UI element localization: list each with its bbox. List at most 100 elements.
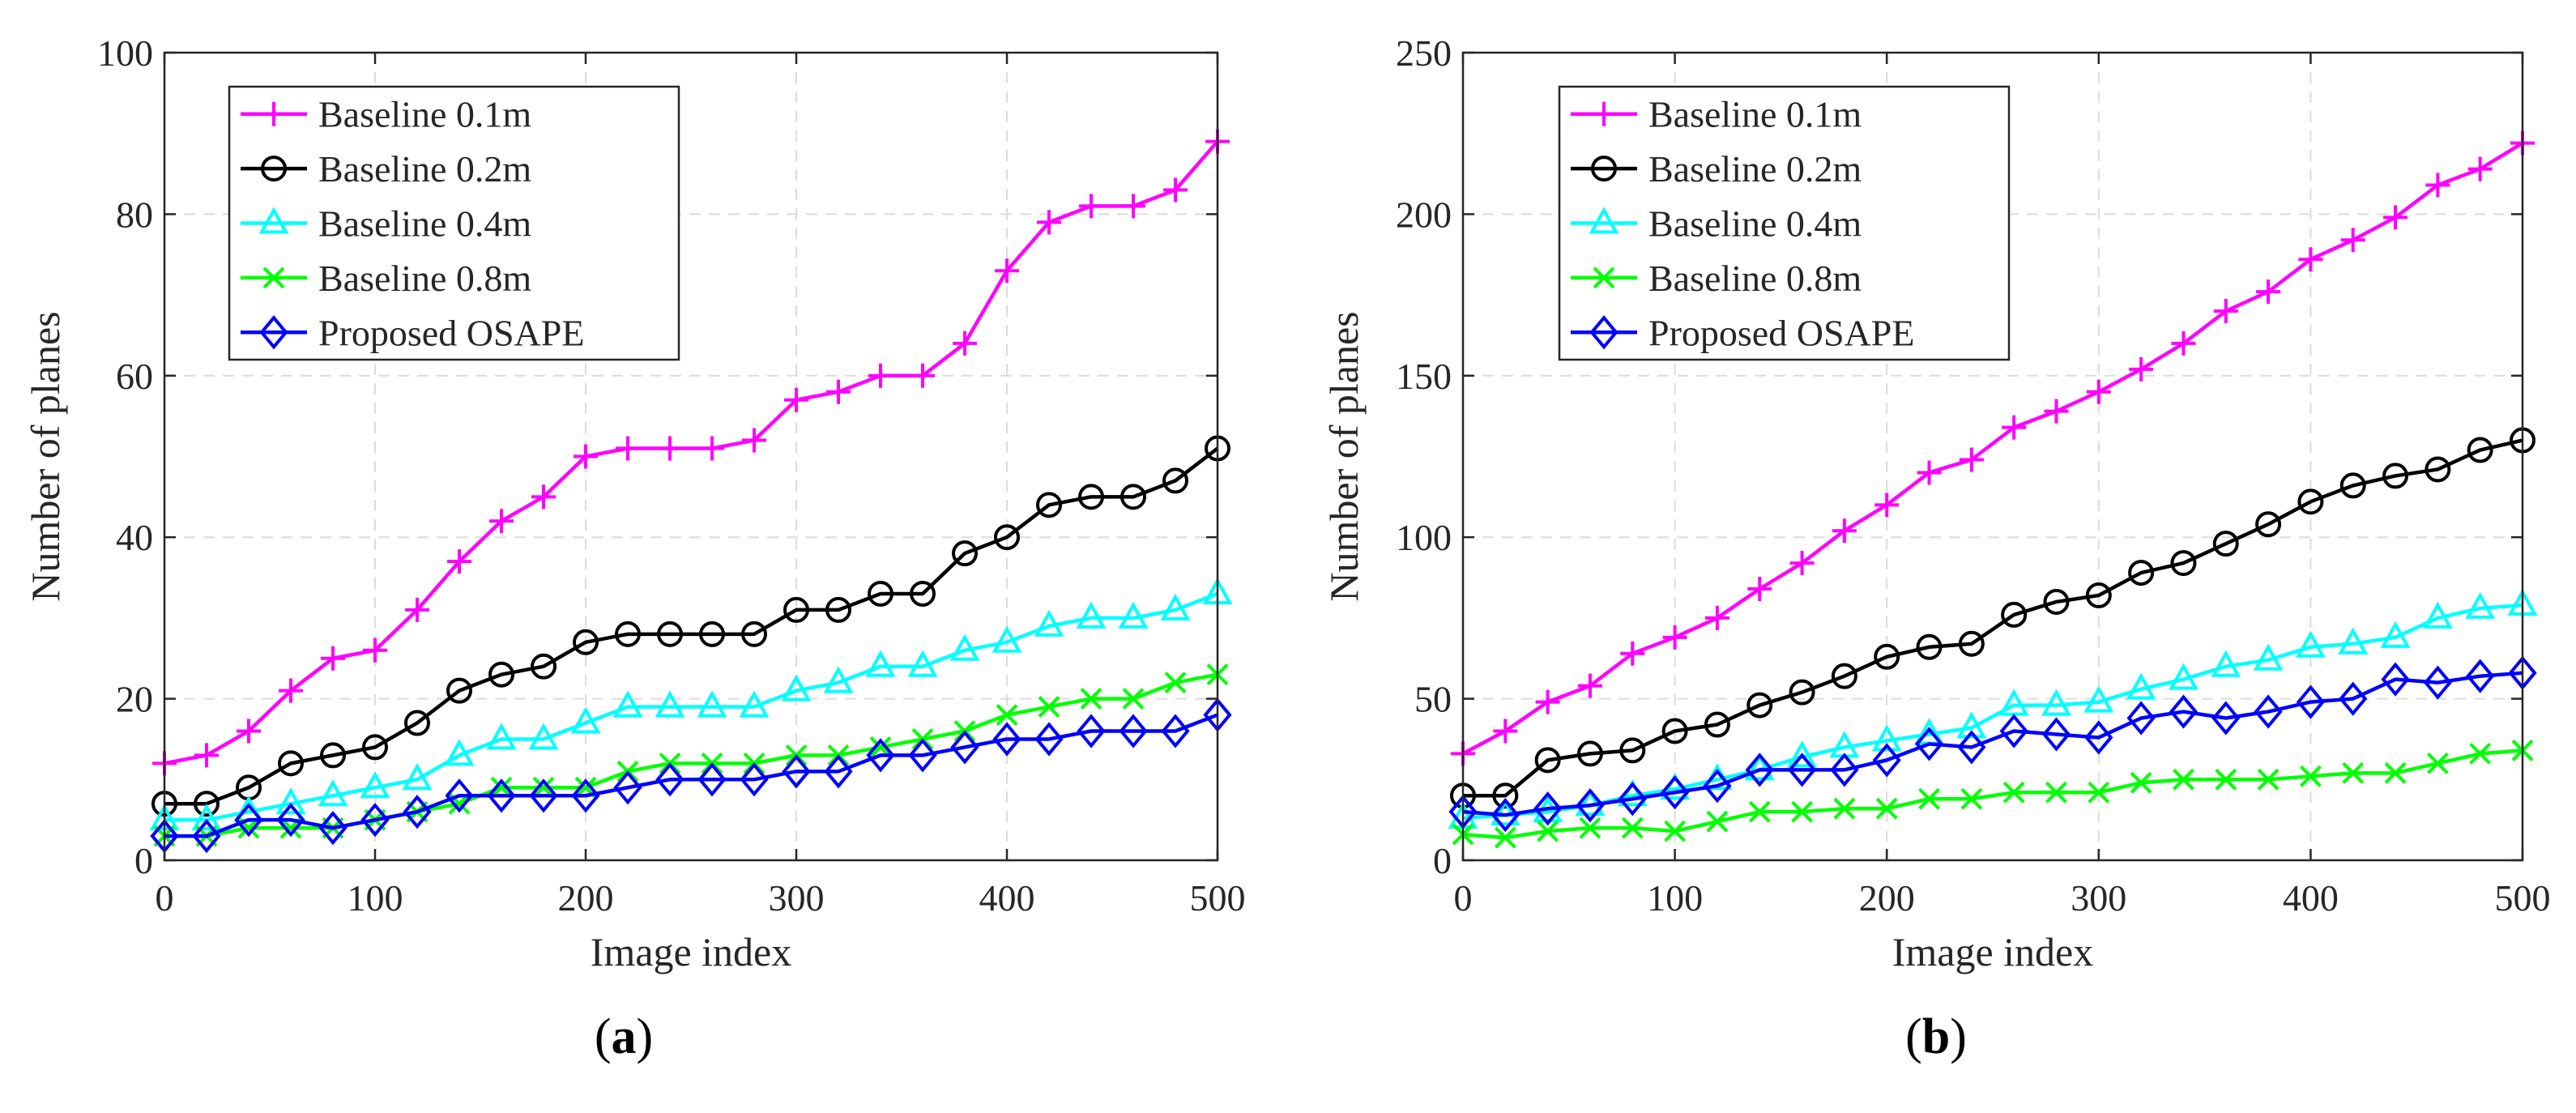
point-slegend0-0 [1592,101,1616,126]
point-s3-22 [2384,761,2407,784]
point-s4-13 [1999,714,2028,748]
point-s4-2 [1533,791,1563,826]
point-s2-15 [2083,685,2114,713]
point-s1-14 [2043,588,2070,615]
y-tick-label: 20 [116,679,153,720]
point-s1-23 [1120,484,1146,510]
series-baseline-0-1m [1451,130,2535,766]
point-s1-3 [1576,740,1603,767]
point-s0-2 [237,719,261,744]
point-s0-23 [2425,173,2450,198]
series-proposed-osape [150,697,1232,854]
point-s2-10 [570,706,601,734]
point-s0-17 [2171,330,2196,356]
series-baseline-0-4m [149,577,1233,831]
y-axis-label: Number of planes [1321,311,1367,601]
point-s4-15 [782,754,811,789]
y-tick-label: 150 [1396,356,1452,397]
point-s0-19 [2256,279,2281,305]
x-tick-label: 500 [1190,877,1246,919]
point-slegend2-0 [258,207,289,234]
point-s1-1 [1492,783,1519,809]
point-s1-5 [362,734,388,761]
point-s4-5 [1660,775,1690,810]
y-tick-label: 40 [116,517,153,558]
series-line [1463,438,2523,798]
series-line [164,446,1219,806]
point-s2-12 [1956,711,1987,739]
point-s4-13 [697,762,727,797]
point-s0-11 [1917,460,1942,485]
legend-label: Baseline 0.1m [318,94,531,135]
axis-ticks: 0 100 200 300 400 500 0 50 100 150 200 250 [1396,32,2551,919]
y-tick-label: 100 [97,32,153,74]
point-s4-20 [992,722,1021,757]
point-s0-20 [2298,247,2323,272]
point-s0-3 [279,678,303,703]
point-s2-17 [865,650,896,677]
point-s4-12 [655,762,685,797]
series-baseline-0-8m [1452,739,2534,849]
point-s1-4 [320,742,346,769]
point-s1-23 [2425,456,2451,483]
point-s1-2 [1534,747,1561,774]
point-s4-14 [740,762,769,797]
point-slegend4-0 [259,315,288,350]
legend-item: Proposed OSAPE [1571,312,1914,353]
point-s0-20 [995,258,1019,284]
legend-label: Baseline 0.4m [318,203,531,245]
point-s4-6 [1703,769,1732,804]
point-s2-10 [1871,724,1902,752]
x-tick-label: 300 [769,877,825,919]
point-slegend3-0 [1593,267,1615,289]
point-s0-15 [2086,379,2111,404]
point-s3-16 [2130,771,2152,794]
point-s3-3 [1579,817,1601,839]
series-baseline-0-1m [152,129,1230,776]
point-s3-18 [2215,768,2237,791]
panel-caption-b: (b) [1905,1009,1967,1064]
point-s0-18 [911,363,935,388]
point-s3-19 [2257,768,2280,791]
point-s2-15 [781,674,812,701]
point-s1-10 [1874,643,1900,670]
point-s2-22 [1076,601,1107,629]
legend-label: Baseline 0.8m [1648,258,1862,299]
point-s1-8 [488,661,514,688]
point-s4-10 [1872,743,1901,778]
point-s0-2 [1535,689,1560,714]
point-s4-16 [2126,701,2156,736]
point-s0-8 [1789,551,1815,576]
series-line [164,713,1218,838]
point-s3-2 [1537,820,1559,842]
legend-label: Baseline 0.4m [1648,203,1862,245]
legend-label: Baseline 0.8m [318,258,531,299]
point-s2-23 [1118,601,1149,629]
legend-item: Baseline 0.4m [241,203,531,245]
point-s0-22 [2383,205,2408,230]
point-s3-4 [1621,817,1644,839]
point-s4-14 [2041,717,2071,752]
point-s3-24 [1164,672,1187,694]
legend-item: Baseline 0.8m [241,258,531,299]
x-tick-label: 300 [2071,877,2126,919]
y-tick-label: 0 [134,840,153,881]
point-s0-14 [2044,399,2069,424]
point-s1-10 [573,629,599,655]
x-tick-label: 500 [2495,877,2551,919]
point-s4-10 [571,778,600,813]
point-s3-24 [2469,742,2492,765]
point-s2-20 [992,625,1022,653]
point-s3-22 [1080,688,1102,710]
point-s2-4 [318,779,348,807]
point-s0-1 [1493,719,1518,744]
point-s3-20 [2299,765,2322,787]
point-s4-1 [1491,798,1520,833]
point-slegend4-0 [1589,315,1619,350]
point-s4-20 [2296,684,2326,719]
point-s1-12 [657,620,683,647]
x-tick-label: 0 [1454,877,1473,919]
point-s0-4 [1620,641,1645,666]
point-s2-21 [2338,627,2369,655]
point-s2-11 [612,690,643,718]
